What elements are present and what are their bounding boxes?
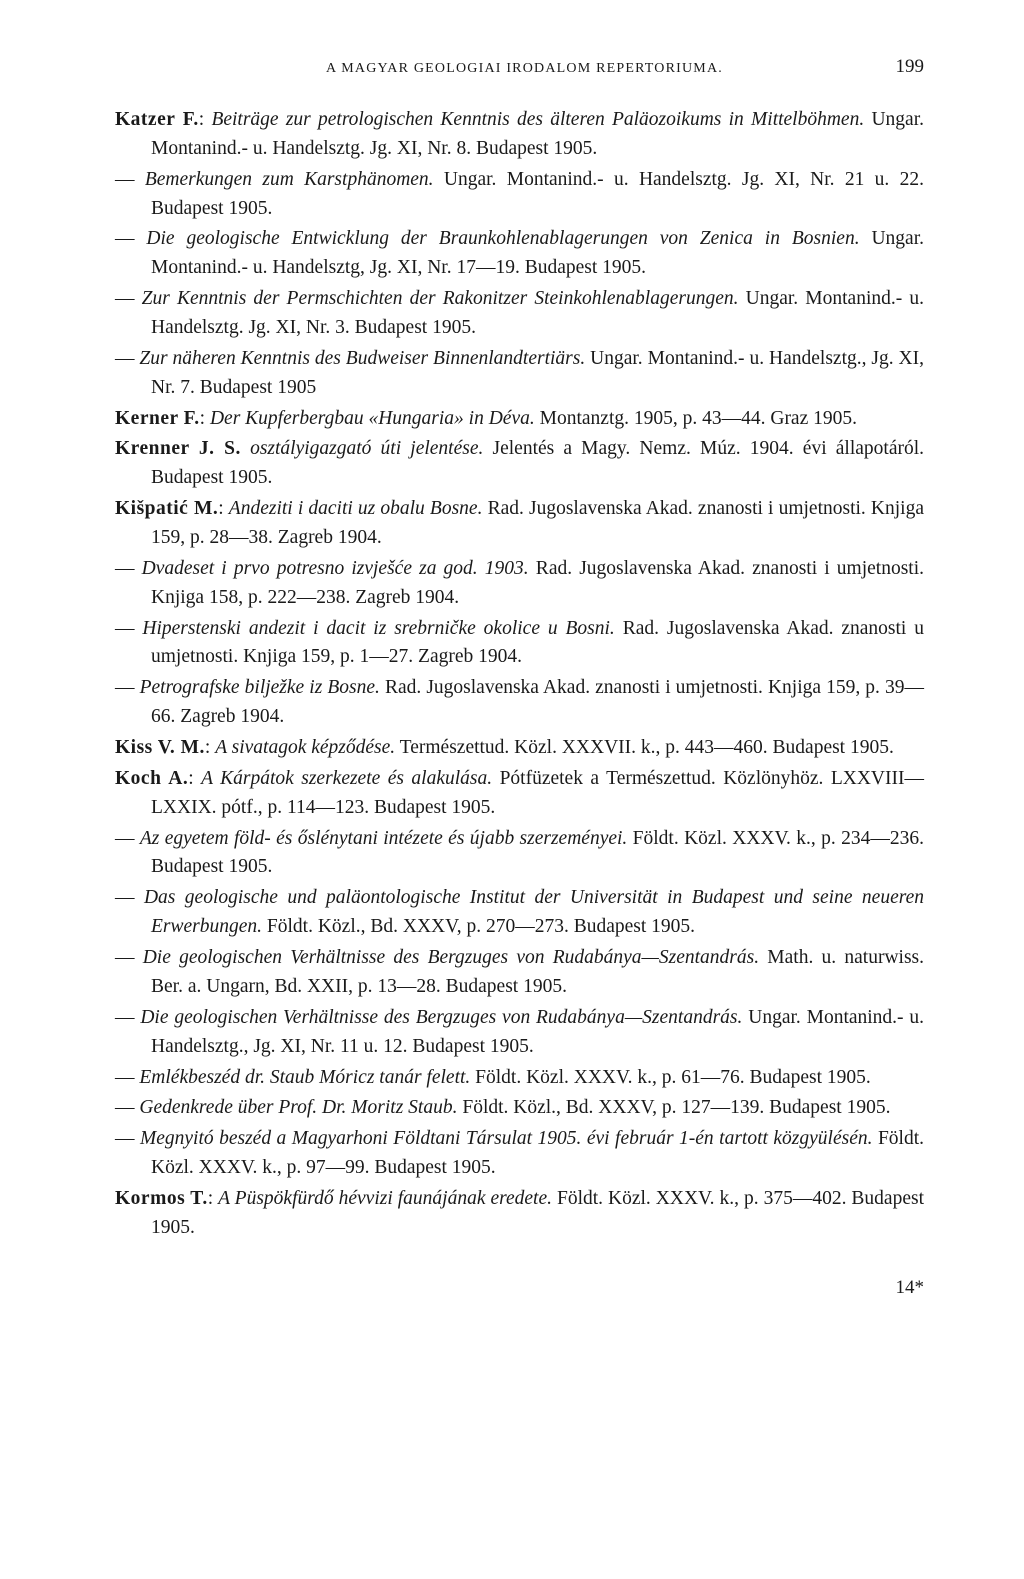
bibliography-entry: — Die geologischen Verhältnisse des Berg… bbox=[115, 1004, 924, 1062]
bibliography-entry: Kormos T.: A Püspökfürdő hévvizi faunájá… bbox=[115, 1185, 924, 1243]
entry-dash: — bbox=[115, 1097, 139, 1118]
entry-dash: — bbox=[115, 618, 142, 639]
bibliography-entry: — Zur näheren Kenntnis des Budweiser Bin… bbox=[115, 345, 924, 403]
entry-dash: — bbox=[115, 288, 142, 309]
entry-dash: — bbox=[115, 677, 140, 698]
entry-title: Beiträge zur petrologischen Kenntnis des… bbox=[211, 109, 864, 130]
entry-author: Koch A. bbox=[115, 768, 188, 789]
bibliography-entry: Katzer F.: Beiträge zur petrologischen K… bbox=[115, 106, 924, 164]
page: A MAGYAR GEOLOGIAI IRODALOM REPERTORIUMA… bbox=[0, 0, 1024, 1579]
entry-separator: : bbox=[218, 498, 229, 519]
entry-author: Krenner J. S. bbox=[115, 438, 241, 459]
entry-rest: Földt. Közl., Bd. XXXV, p. 127—139. Buda… bbox=[457, 1097, 890, 1118]
entry-title: Der Kupferbergbau «Hungaria» in Déva. bbox=[210, 408, 535, 429]
bibliography-entry: Kiss V. M.: A sivatagok képződése. Termé… bbox=[115, 734, 924, 763]
running-head: A MAGYAR GEOLOGIAI IRODALOM REPERTORIUMA… bbox=[175, 61, 874, 77]
entry-author: Katzer F. bbox=[115, 109, 199, 130]
entry-separator: : bbox=[205, 737, 215, 758]
entry-dash: — bbox=[115, 887, 144, 908]
bibliography-entry: — Das geologische und paläontologische I… bbox=[115, 884, 924, 942]
bibliography-entry: — Bemerkungen zum Karstphänomen. Ungar. … bbox=[115, 166, 924, 224]
entry-title: A Kárpátok szerkezete és alakulása. bbox=[201, 768, 492, 789]
entry-title: Emlékbeszéd dr. Staub Móricz tanár felet… bbox=[139, 1067, 470, 1088]
entry-title: Zur näheren Kenntnis des Budweiser Binne… bbox=[139, 348, 585, 369]
entry-title: Andeziti i daciti uz obalu Bosne. bbox=[229, 498, 483, 519]
entry-dash: — bbox=[115, 1007, 140, 1028]
entry-title: Megnyitó beszéd a Magyarhoni Földtani Tá… bbox=[140, 1128, 873, 1149]
entry-separator: : bbox=[200, 408, 210, 429]
entry-separator: : bbox=[208, 1188, 218, 1209]
bibliography-entry: Kišpatić M.: Andeziti i daciti uz obalu … bbox=[115, 495, 924, 553]
bibliography-entry: — Az egyetem föld- és őslénytani intézet… bbox=[115, 825, 924, 883]
entry-title: Die geologischen Verhältnisse des Bergzu… bbox=[140, 1007, 742, 1028]
entry-dash: — bbox=[115, 947, 143, 968]
bibliography-list: Katzer F.: Beiträge zur petrologischen K… bbox=[115, 106, 924, 1243]
entry-title: A sivatagok képződése. bbox=[215, 737, 395, 758]
entry-dash: — bbox=[115, 228, 146, 249]
entry-title: Zur Kenntnis der Permschichten der Rakon… bbox=[142, 288, 739, 309]
entry-title: osztályigazgató úti jelentése. bbox=[250, 438, 483, 459]
entry-title: Die geologischen Verhältnisse des Bergzu… bbox=[143, 947, 759, 968]
entry-dash: — bbox=[115, 558, 142, 579]
page-number: 199 bbox=[874, 56, 924, 78]
bibliography-entry: — Hiperstenski andezit i dacit iz srebrn… bbox=[115, 615, 924, 673]
entry-rest: Földt. Közl., Bd. XXXV, p. 270—273. Buda… bbox=[262, 916, 695, 937]
bibliography-entry: — Megnyitó beszéd a Magyarhoni Földtani … bbox=[115, 1125, 924, 1183]
entry-title: Hiperstenski andezit i dacit iz srebrnič… bbox=[142, 618, 614, 639]
bibliography-entry: — Die geologische Entwicklung der Braunk… bbox=[115, 225, 924, 283]
page-header: A MAGYAR GEOLOGIAI IRODALOM REPERTORIUMA… bbox=[115, 56, 924, 78]
bibliography-entry: — Gedenkrede über Prof. Dr. Moritz Staub… bbox=[115, 1094, 924, 1123]
bibliography-entry: — Emlékbeszéd dr. Staub Móricz tanár fel… bbox=[115, 1064, 924, 1093]
entry-separator: : bbox=[199, 109, 212, 130]
entry-author: Kerner F. bbox=[115, 408, 200, 429]
entry-rest: Földt. Közl. XXXV. k., p. 61—76. Budapes… bbox=[470, 1067, 870, 1088]
entry-title: Gedenkrede über Prof. Dr. Moritz Staub. bbox=[139, 1097, 457, 1118]
entry-author: Kiss V. M. bbox=[115, 737, 205, 758]
bibliography-entry: Krenner J. S. osztályigazgató úti jelent… bbox=[115, 435, 924, 493]
entry-dash: — bbox=[115, 169, 145, 190]
entry-author: Kišpatić M. bbox=[115, 498, 218, 519]
bibliography-entry: — Petrografske bilježke iz Bosne. Rad. J… bbox=[115, 674, 924, 732]
bibliography-entry: Kerner F.: Der Kupferbergbau «Hungaria» … bbox=[115, 405, 924, 434]
entry-title: Az egyetem föld- és őslénytani intézete … bbox=[140, 828, 627, 849]
entry-rest: Természettud. Közl. XXXVII. k., p. 443—4… bbox=[395, 737, 894, 758]
entry-dash: — bbox=[115, 1128, 140, 1149]
entry-author: Kormos T. bbox=[115, 1188, 208, 1209]
bibliography-entry: — Dvadeset i prvo potresno izvješće za g… bbox=[115, 555, 924, 613]
entry-separator bbox=[241, 438, 250, 459]
entry-title: Petrografske bilježke iz Bosne. bbox=[140, 677, 380, 698]
entry-title: Bemerkungen zum Karstphänomen. bbox=[145, 169, 434, 190]
entry-title: A Püspökfürdő hévvizi faunájának eredete… bbox=[218, 1188, 552, 1209]
signature-mark: 14* bbox=[115, 1277, 924, 1299]
entry-rest: Montanztg. 1905, p. 43—44. Graz 1905. bbox=[535, 408, 857, 429]
entry-dash: — bbox=[115, 1067, 139, 1088]
entry-title: Dvadeset i prvo potresno izvješće za god… bbox=[142, 558, 529, 579]
bibliography-entry: — Die geologischen Verhältnisse des Berg… bbox=[115, 944, 924, 1002]
bibliography-entry: Koch A.: A Kárpátok szerkezete és alakul… bbox=[115, 765, 924, 823]
entry-dash: — bbox=[115, 348, 139, 369]
entry-dash: — bbox=[115, 828, 140, 849]
bibliography-entry: — Zur Kenntnis der Permschichten der Rak… bbox=[115, 285, 924, 343]
entry-title: Die geologische Entwicklung der Braunkoh… bbox=[146, 228, 859, 249]
entry-separator: : bbox=[188, 768, 201, 789]
